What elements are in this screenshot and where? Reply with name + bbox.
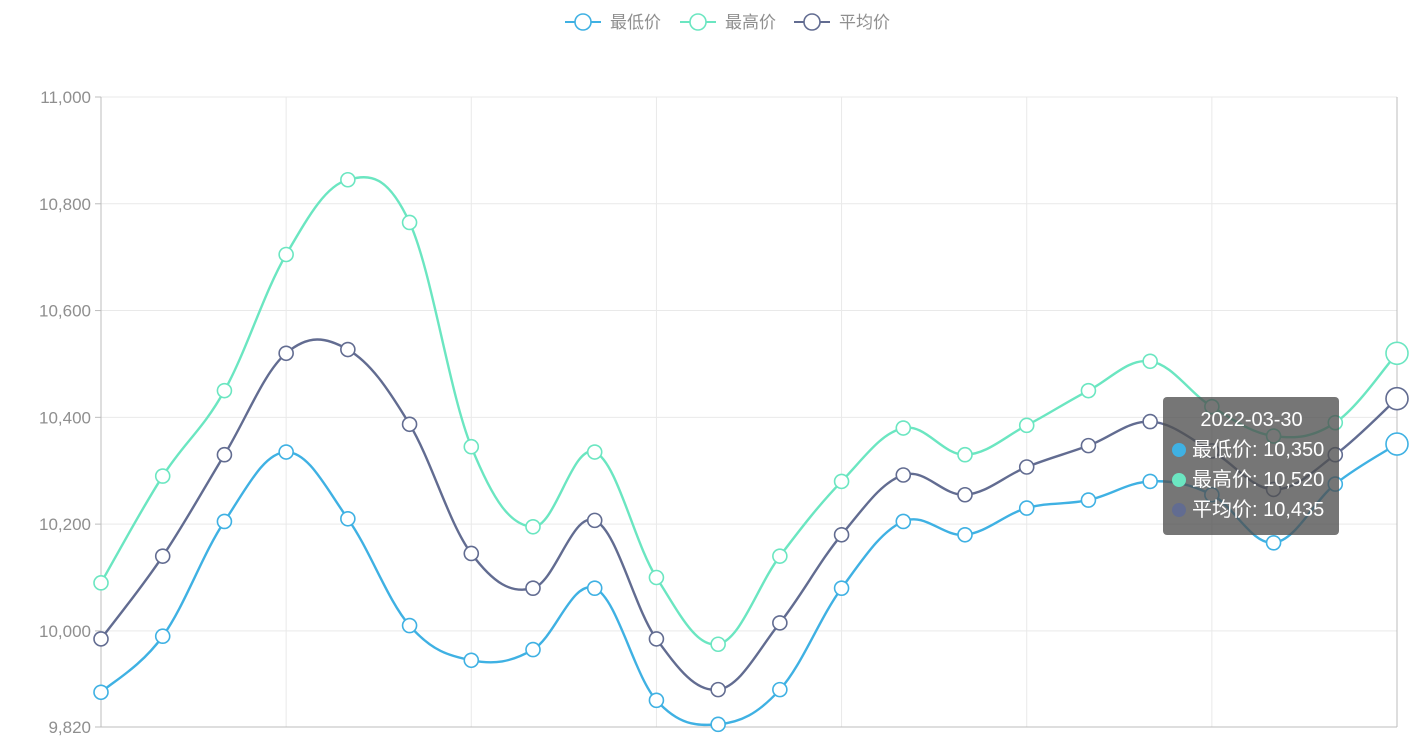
data-point-average-5[interactable]: [340, 341, 356, 358]
data-point-high-3[interactable]: [216, 382, 233, 399]
data-point-high-15[interactable]: [957, 446, 973, 463]
tooltip-dot-low: [1172, 443, 1186, 457]
data-point-high-14[interactable]: [895, 420, 912, 436]
legend-label-low: 最低价: [610, 13, 661, 32]
data-point-low-20[interactable]: [1265, 535, 1282, 551]
y-tick-label-5: 10,800: [39, 195, 91, 214]
legend-item-low[interactable]: 最低价: [565, 13, 661, 32]
data-point-low-16[interactable]: [1018, 500, 1035, 516]
data-point-average-4[interactable]: [278, 345, 294, 362]
legend-label-average: 平均价: [839, 13, 890, 32]
data-point-average-10[interactable]: [648, 631, 665, 647]
data-point-average-6[interactable]: [401, 416, 418, 433]
data-point-low-15[interactable]: [957, 526, 973, 543]
data-point-low-6[interactable]: [401, 617, 418, 634]
data-point-high-22[interactable]: [1385, 341, 1409, 366]
data-point-average-9[interactable]: [586, 512, 603, 529]
tooltip: 2022-03-30 最低价: 10,350 最高价: 10,520 平均价: …: [1163, 397, 1339, 535]
data-point-average-8[interactable]: [525, 580, 541, 596]
data-point-high-10[interactable]: [648, 569, 665, 586]
data-point-average-22[interactable]: [1385, 386, 1409, 411]
data-point-high-17[interactable]: [1080, 382, 1097, 399]
data-point-high-4[interactable]: [278, 246, 294, 263]
data-point-high-13[interactable]: [833, 473, 850, 490]
data-point-average-12[interactable]: [772, 615, 788, 631]
tooltip-row-low: 最低价: 10,350: [1172, 435, 1331, 465]
tooltip-row-high: 最高价: 10,520: [1172, 465, 1331, 495]
data-point-average-17[interactable]: [1080, 437, 1097, 454]
data-point-low-10[interactable]: [648, 692, 665, 709]
legend-marker-average: [803, 13, 821, 31]
tooltip-text-low: 最低价: 10,350: [1192, 439, 1325, 461]
data-point-average-11[interactable]: [710, 681, 726, 698]
data-point-low-14[interactable]: [895, 513, 912, 530]
tooltip-text-average: 平均价: 10,435: [1192, 499, 1325, 521]
data-point-average-3[interactable]: [216, 446, 233, 463]
data-point-low-8[interactable]: [525, 641, 541, 658]
y-tick-label-1: 10,000: [39, 622, 91, 641]
data-point-average-1[interactable]: [93, 631, 109, 647]
data-point-average-7[interactable]: [463, 545, 480, 562]
tooltip-dot-average: [1172, 503, 1186, 517]
legend-marker-low: [574, 13, 592, 31]
legend-label-high: 最高价: [725, 13, 776, 32]
data-point-high-12[interactable]: [772, 548, 788, 564]
data-point-high-18[interactable]: [1142, 353, 1158, 370]
data-point-high-9[interactable]: [586, 444, 603, 460]
data-point-low-2[interactable]: [154, 628, 171, 645]
data-point-high-7[interactable]: [463, 438, 480, 455]
legend-item-high[interactable]: 最高价: [680, 13, 776, 32]
data-point-low-4[interactable]: [278, 444, 294, 460]
tooltip-date: 2022-03-30: [1200, 409, 1303, 431]
data-point-high-2[interactable]: [154, 468, 171, 484]
data-point-low-7[interactable]: [463, 652, 480, 669]
tooltip-dot-high: [1172, 473, 1186, 487]
data-point-low-13[interactable]: [833, 580, 850, 596]
tooltip-text-high: 最高价: 10,520: [1192, 469, 1325, 491]
data-point-low-5[interactable]: [340, 510, 356, 527]
data-point-low-22[interactable]: [1385, 432, 1409, 456]
data-point-low-11[interactable]: [710, 716, 726, 733]
data-point-low-17[interactable]: [1080, 492, 1097, 508]
data-point-low-12[interactable]: [772, 681, 788, 698]
y-tick-label-3: 10,400: [39, 408, 91, 427]
legend-item-average[interactable]: 平均价: [794, 13, 890, 32]
data-point-high-11[interactable]: [710, 636, 726, 653]
data-point-average-16[interactable]: [1018, 459, 1035, 475]
tooltip-row-average: 平均价: 10,435: [1172, 495, 1331, 525]
data-point-low-9[interactable]: [586, 580, 603, 596]
data-point-average-13[interactable]: [833, 526, 850, 543]
y-tick-label-2: 10,200: [39, 515, 91, 534]
data-point-high-8[interactable]: [525, 518, 541, 535]
data-point-average-2[interactable]: [154, 548, 171, 564]
data-point-high-5[interactable]: [340, 171, 356, 188]
data-point-low-18[interactable]: [1142, 473, 1158, 490]
data-point-high-1[interactable]: [93, 575, 109, 591]
data-point-high-16[interactable]: [1018, 417, 1035, 434]
data-point-average-18[interactable]: [1142, 413, 1158, 430]
legend-marker-high: [689, 13, 707, 31]
data-point-high-6[interactable]: [401, 214, 418, 231]
data-point-low-1[interactable]: [93, 684, 109, 701]
data-point-average-15[interactable]: [957, 486, 973, 503]
data-point-average-14[interactable]: [895, 467, 912, 483]
y-tick-label-4: 10,600: [39, 302, 91, 321]
y-tick-label-0: 9,820: [48, 718, 91, 737]
data-point-low-3[interactable]: [216, 513, 233, 530]
axis-layer: 9,820 10,000 10,200 10,400 10,600 10,800 11,00…: [39, 88, 1398, 737]
legend[interactable]: 最低价 最高价 平均价: [565, 13, 890, 32]
y-tick-label-6: 11,000: [40, 88, 91, 107]
